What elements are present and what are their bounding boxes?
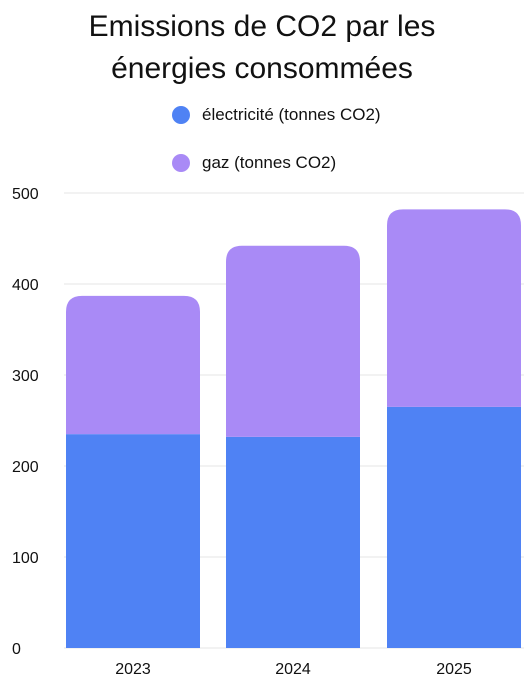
- legend-swatch-electricite: [172, 106, 190, 124]
- legend-swatch-gaz: [172, 154, 190, 172]
- x-tick-label-2023: 2023: [115, 661, 151, 678]
- y-tick-label-500: 500: [12, 186, 39, 203]
- chart-title-line-2: énergies consommées: [111, 52, 413, 85]
- x-tick-label-2024: 2024: [275, 661, 311, 678]
- bar-electricite-2024: [226, 436, 360, 648]
- bar-electricite-2025: [387, 406, 521, 648]
- y-tick-label-0: 0: [12, 641, 21, 658]
- y-tick-label-400: 400: [12, 277, 39, 294]
- x-tick-label-2025: 2025: [436, 661, 472, 678]
- chart-title: Emissions de CO2 par les énergies consom…: [0, 6, 524, 90]
- bar-gaz-2023: [66, 295, 200, 435]
- bar-gaz-2025: [387, 209, 521, 407]
- y-tick-label-200: 200: [12, 459, 39, 476]
- legend: électricité (tonnes CO2) gaz (tonnes CO2…: [172, 102, 381, 198]
- chart-title-line-1: Emissions de CO2 par les: [88, 10, 436, 43]
- y-tick-label-100: 100: [12, 550, 39, 567]
- legend-label-electricite: électricité (tonnes CO2): [202, 105, 381, 124]
- bar-electricite-2023: [66, 434, 200, 648]
- legend-label-gaz: gaz (tonnes CO2): [202, 153, 337, 172]
- bar-gaz-2024: [226, 245, 360, 437]
- legend-item-gaz: gaz (tonnes CO2): [172, 150, 381, 176]
- y-tick-label-300: 300: [12, 368, 39, 385]
- legend-item-electricite: électricité (tonnes CO2): [172, 102, 381, 128]
